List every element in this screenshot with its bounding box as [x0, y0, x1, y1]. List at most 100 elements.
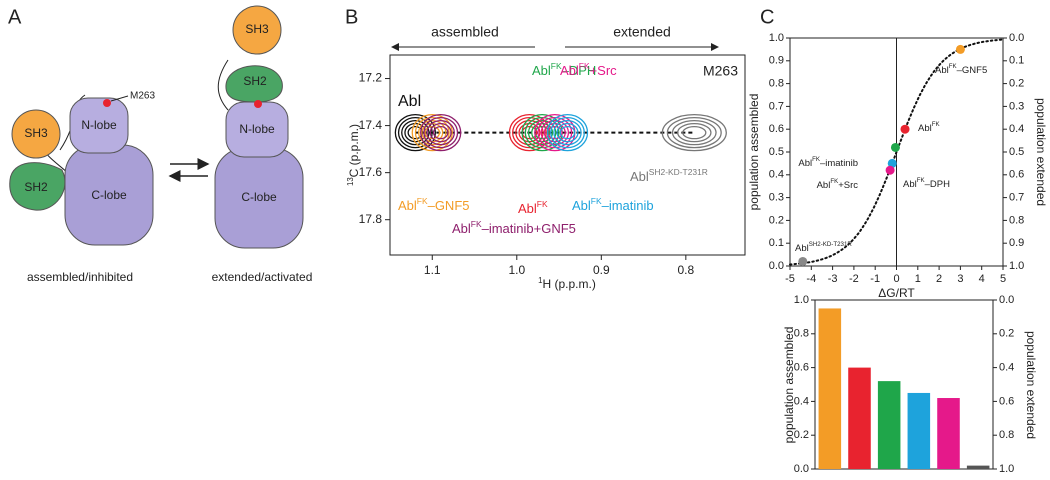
y2-axis-label: population extended [1034, 98, 1048, 206]
y-tick-label: 0.2 [794, 429, 809, 441]
x-tick-label: 0.8 [677, 263, 694, 277]
y2-tick-label: 0.5 [1009, 146, 1024, 158]
sh3 [11, 109, 61, 159]
legend-label-sup: FK [591, 196, 602, 206]
y-tick-label: 0.0 [794, 463, 809, 475]
contour-ring [527, 119, 557, 146]
y2-axis-label: population extended [1024, 331, 1038, 439]
y-tick-label: 17.6 [359, 165, 383, 179]
point-label-part: +Src [838, 180, 858, 191]
caption: assembled/inhibited [27, 270, 133, 284]
y-tick-label: 1.0 [769, 32, 784, 44]
contour-ring [676, 122, 712, 143]
peak [420, 113, 462, 152]
arrow-label: assembled [431, 24, 499, 40]
point-label: AblFK–GNF5 [935, 63, 987, 75]
y-tick-label: 0.7 [769, 100, 784, 112]
legend-label-sup: FK [551, 61, 562, 71]
contour-ring [432, 125, 449, 140]
panel-label: A [8, 6, 22, 28]
y-tick-label: 0.4 [794, 395, 809, 407]
x-axis-label: 1H (p.p.m.) [538, 276, 596, 292]
contour-ring [515, 119, 544, 146]
legend-label-sup: FK [537, 199, 548, 209]
y-axis-label-sup: 13 [346, 177, 355, 186]
contour-ring [420, 113, 462, 152]
contour-ring [407, 125, 424, 140]
y2-tick-label: 0.9 [1009, 237, 1024, 249]
y-axis-label-part: C (p.p.m.) [347, 124, 361, 177]
legend-label-part: Abl [630, 169, 649, 184]
y2-tick-label: 0.8 [999, 429, 1014, 441]
x-tick-label: 1 [915, 273, 921, 285]
y-tick-label: 17.2 [359, 71, 383, 85]
bar [966, 465, 990, 469]
legend-label-part: Abl [532, 63, 551, 78]
contour-ring [559, 125, 576, 140]
point-label-part: –imatinib [820, 158, 858, 169]
panel-label: B [345, 6, 358, 28]
legend-label-part: Abl [560, 63, 579, 78]
contour-ring [666, 116, 722, 149]
legend-label-sup: FK [417, 196, 428, 206]
x-tick-label: -5 [785, 273, 795, 285]
point-label-part: Abl [935, 65, 949, 76]
point [900, 124, 910, 134]
legend-label: AblFK [518, 199, 548, 216]
y2-tick-label: 0.6 [999, 395, 1014, 407]
contour-ring [394, 113, 437, 152]
y-tick-label: 0.8 [769, 78, 784, 90]
y-tick-label: 1.0 [794, 294, 809, 306]
y2-tick-label: 0.8 [1009, 214, 1024, 226]
y-axis-label: population assembled [782, 327, 796, 444]
y-tick-label: 0.6 [769, 123, 784, 135]
point-label-part: Abl [795, 243, 809, 254]
point-label-sup: FK [830, 178, 839, 185]
peak [394, 113, 437, 152]
bar [937, 398, 960, 469]
point-label-sup: FK [812, 156, 821, 163]
legend-label: Abl [398, 93, 421, 110]
contour-ring [401, 119, 430, 146]
legend-label-sup: FK [579, 61, 590, 71]
y-tick-label: 0.0 [769, 260, 784, 272]
x-axis-label-sup: 1 [538, 276, 542, 285]
x-tick-label: 5 [1000, 273, 1006, 285]
y-tick-label: 0.8 [794, 328, 809, 340]
sh3-label: SH3 [245, 22, 269, 36]
contour-ring [540, 119, 570, 146]
point-label-part: Abl [918, 123, 932, 134]
panel-label: C [760, 6, 774, 28]
y2-tick-label: 0.0 [1009, 32, 1024, 44]
point [885, 165, 895, 175]
point-label-sup: FK [917, 177, 926, 184]
legend-label-part: –imatinib+GNF5 [482, 221, 576, 236]
y2-tick-label: 0.1 [1009, 55, 1024, 67]
point-label: AblFK–DPH [903, 177, 950, 189]
legend-label-part: Abl [452, 221, 471, 236]
contour-ring [512, 116, 547, 149]
y-tick-label: 0.9 [769, 55, 784, 67]
y-axis-label: 13C (p.p.m.) [346, 124, 362, 186]
sh2-label: SH2 [24, 180, 48, 194]
legend-label-part: –GNF5 [428, 198, 470, 213]
contour-ring [537, 116, 573, 149]
contour-ring [661, 113, 727, 152]
x-tick-label: 1.0 [508, 263, 525, 277]
y2-tick-label: 0.3 [1009, 100, 1024, 112]
legend-label-part: Abl [398, 198, 417, 213]
bar [907, 392, 931, 469]
y2-tick-label: 1.0 [1009, 260, 1024, 272]
sh3 [232, 5, 282, 55]
contour-ring [423, 116, 459, 149]
point-label-part: –DPH [925, 179, 950, 190]
contour-ring [418, 119, 447, 146]
y-tick-label: 0.4 [769, 169, 784, 181]
point-label-part: Abl [798, 158, 812, 169]
x-axis-label-part: H (p.p.m.) [543, 277, 596, 291]
y2-tick-label: 1.0 [999, 463, 1014, 475]
y-tick-label: 0.6 [794, 362, 809, 374]
point-label-part: Abl [903, 179, 917, 190]
point-label: AblSH2-KD-T231R [795, 241, 852, 253]
legend-label-part: –imatinib [602, 198, 654, 213]
